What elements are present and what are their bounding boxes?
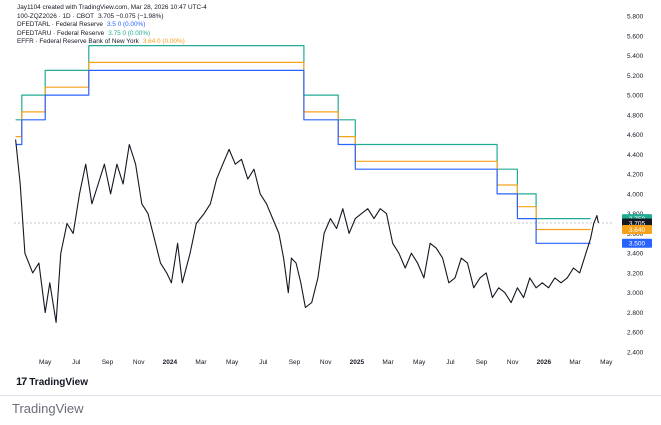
y-tick-label: 5.000 <box>627 93 644 100</box>
x-tick-label: Mar <box>382 359 394 366</box>
legend-label: 100-ZQZ2026 · 1D · CBOT <box>17 12 95 20</box>
price-label-badge <box>622 224 652 234</box>
legend-value: 3.64 0 (0.00%) <box>142 38 185 46</box>
tradingview-logo[interactable]: 17 TradingView <box>16 376 88 388</box>
x-tick-label: May <box>600 359 613 366</box>
y-tick-label: 5.400 <box>627 53 644 60</box>
legend-entry-dfedtarl[interactable]: DFEDTARL · Federal Reserve 3.5 0 (0.00%) <box>17 21 207 30</box>
footer-wordmark: TradingView <box>12 401 84 416</box>
y-tick-label: 4.800 <box>627 112 644 119</box>
price-label-badge <box>622 238 652 248</box>
y-tick-label: 5.800 <box>627 14 644 21</box>
x-tick-label: Sep <box>476 359 488 366</box>
x-tick-label: Mar <box>569 359 581 366</box>
price-label-text: 3.500 <box>629 241 646 248</box>
legend-label: DFEDTARU · Federal Reserve <box>17 29 105 37</box>
series-line-effr <box>15 61 591 231</box>
x-tick-label: May <box>39 359 52 366</box>
series-line-dfedtaru <box>15 45 591 220</box>
y-tick-label: 5.600 <box>627 33 644 40</box>
legend-entry-dfedtaru[interactable]: DFEDTARU · Federal Reserve 3.75 0 (0.00%) <box>17 30 207 39</box>
series-line-100-zqz2026 <box>15 139 599 323</box>
x-tick-label: Nov <box>320 359 332 366</box>
y-tick-label: 4.200 <box>627 172 644 179</box>
legend-label: EFFR · Federal Reserve Bank of New York <box>17 38 139 46</box>
y-tick-label: 4.600 <box>627 132 644 139</box>
y-tick-label: 4.000 <box>627 191 644 198</box>
x-tick-label: Jul <box>446 359 455 366</box>
y-tick-label: 4.400 <box>627 152 644 159</box>
x-tick-label: May <box>413 359 426 366</box>
x-tick-label: Nov <box>133 359 145 366</box>
tradingview-logo-text: TradingView <box>29 376 88 388</box>
y-tick-label: 3.000 <box>627 290 644 297</box>
x-tick-label: Jul <box>259 359 268 366</box>
chart-card: 5.800 5.600 5.400 5.200 5.000 4.800 4.600 4.400… <box>0 0 661 396</box>
x-tick-label: Sep <box>102 359 114 366</box>
series-line-dfedtarl <box>15 69 591 244</box>
tradingview-logo-icon: 17 <box>16 376 27 388</box>
y-tick-label: 2.600 <box>627 330 644 337</box>
legend-entry-effr[interactable]: EFFR · Federal Reserve Bank of New York 3… <box>17 38 207 47</box>
y-tick-label: 3.400 <box>627 251 644 258</box>
y-tick-label: 2.400 <box>627 350 644 357</box>
legend-value: 3.705 −0.075 (−1.98%) <box>98 12 164 20</box>
x-tick-label: Sep <box>289 359 301 366</box>
x-tick-label: Jul <box>72 359 81 366</box>
price-label-text: 3.640 <box>629 227 646 234</box>
x-tick-label: 2026 <box>537 359 552 366</box>
y-tick-label: 3.600 <box>627 231 644 238</box>
x-tick-label: 2025 <box>350 359 365 366</box>
legend-entry-zqz2026[interactable]: 100-ZQZ2026 · 1D · CBOT 3.705 −0.075 (−1.… <box>17 13 207 22</box>
price-chart[interactable]: 5.800 5.600 5.400 5.200 5.000 4.800 4.600 4.400… <box>0 0 661 395</box>
x-tick-label: Mar <box>195 359 207 366</box>
chart-legend: Jay1104 created with TradingView.com, Ma… <box>17 4 207 47</box>
price-label-text: 3.705 <box>629 220 646 227</box>
y-tick-label: 2.800 <box>627 310 644 317</box>
x-tick-label: May <box>226 359 239 366</box>
x-tick-label: 2024 <box>163 359 178 366</box>
legend-label: DFEDTARL · Federal Reserve <box>17 21 103 29</box>
credit-line: Jay1104 created with TradingView.com, Ma… <box>17 4 207 11</box>
x-tick-label: Nov <box>507 359 519 366</box>
legend-value: 3.75 0 (0.00%) <box>108 29 151 37</box>
y-tick-label: 3.200 <box>627 270 644 277</box>
y-tick-label: 5.200 <box>627 73 644 80</box>
legend-value: 3.5 0 (0.00%) <box>106 21 146 29</box>
